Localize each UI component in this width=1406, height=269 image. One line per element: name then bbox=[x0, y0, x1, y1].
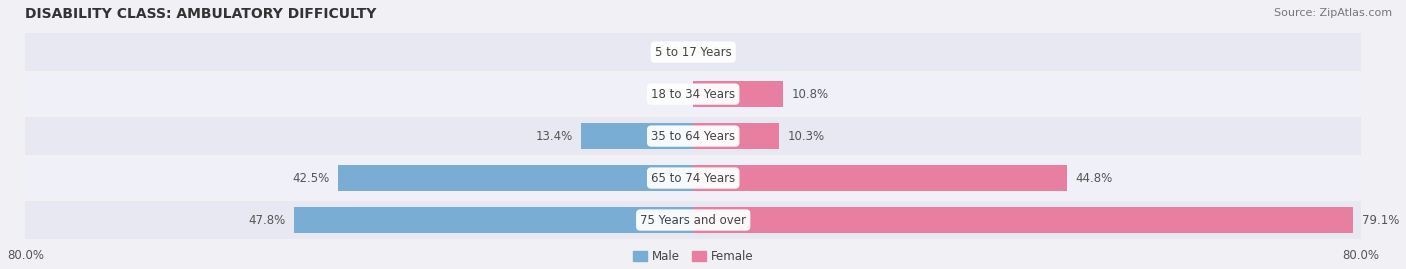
Text: 10.3%: 10.3% bbox=[787, 130, 825, 143]
Bar bbox=[693, 165, 1067, 191]
Text: 10.8%: 10.8% bbox=[792, 88, 830, 101]
Bar bbox=[693, 123, 779, 149]
Text: 18 to 34 Years: 18 to 34 Years bbox=[651, 88, 735, 101]
Bar bbox=[693, 207, 1354, 233]
Text: Source: ZipAtlas.com: Source: ZipAtlas.com bbox=[1274, 8, 1392, 18]
Text: 0.0%: 0.0% bbox=[655, 88, 685, 101]
Text: 35 to 64 Years: 35 to 64 Years bbox=[651, 130, 735, 143]
Legend: Male, Female: Male, Female bbox=[633, 250, 754, 263]
Text: 75 Years and over: 75 Years and over bbox=[640, 214, 747, 226]
Bar bbox=[25, 33, 1361, 72]
Bar bbox=[25, 75, 1361, 114]
Bar bbox=[581, 123, 693, 149]
Text: 13.4%: 13.4% bbox=[536, 130, 574, 143]
Text: 0.0%: 0.0% bbox=[702, 46, 731, 59]
Text: 47.8%: 47.8% bbox=[249, 214, 285, 226]
Bar bbox=[25, 201, 1361, 239]
Text: 65 to 74 Years: 65 to 74 Years bbox=[651, 172, 735, 185]
Text: 42.5%: 42.5% bbox=[292, 172, 330, 185]
Text: 5 to 17 Years: 5 to 17 Years bbox=[655, 46, 731, 59]
Text: 44.8%: 44.8% bbox=[1076, 172, 1112, 185]
Bar bbox=[25, 159, 1361, 197]
Text: 79.1%: 79.1% bbox=[1362, 214, 1399, 226]
Bar bbox=[693, 81, 783, 107]
Bar bbox=[25, 117, 1361, 155]
Text: 0.0%: 0.0% bbox=[655, 46, 685, 59]
Bar bbox=[339, 165, 693, 191]
Bar bbox=[294, 207, 693, 233]
Text: DISABILITY CLASS: AMBULATORY DIFFICULTY: DISABILITY CLASS: AMBULATORY DIFFICULTY bbox=[25, 7, 377, 21]
